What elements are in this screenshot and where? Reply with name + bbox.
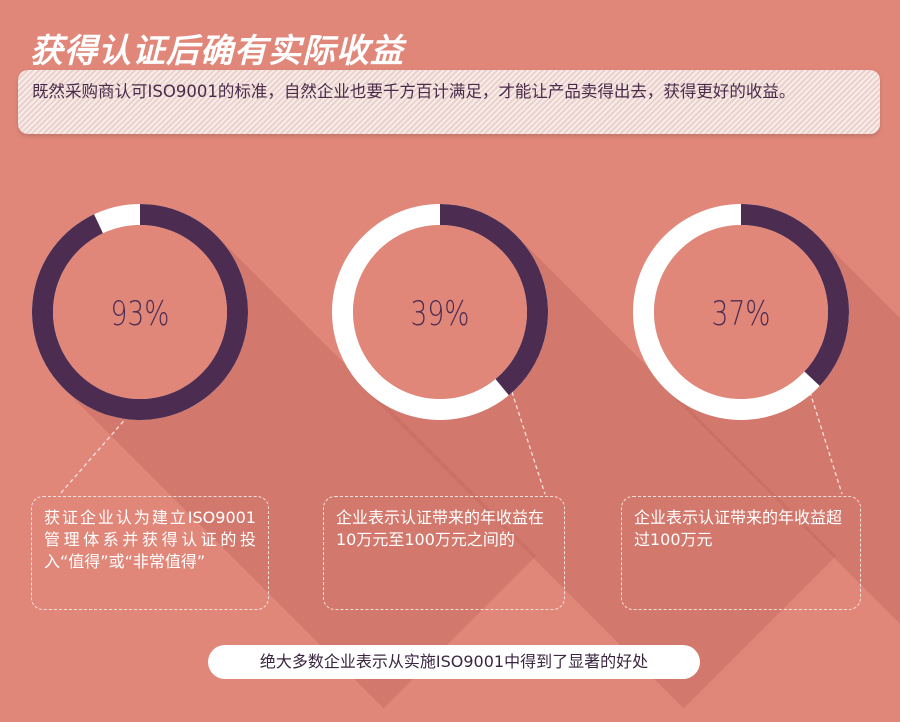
donut-center-2: [353, 225, 527, 399]
connector-line-1: [59, 415, 129, 495]
donut-center-1: [53, 225, 227, 399]
caption-3: 企业表示认证带来的年收益超过100万元: [621, 496, 861, 610]
donut-label-2: 39%: [411, 295, 470, 334]
caption-2: 企业表示认证带来的年收益在10万元至100万元之间的: [323, 496, 565, 610]
footer-summary: 绝大多数企业表示从实施ISO9001中得到了显著的好处: [208, 645, 700, 679]
donut-label-3: 37%: [712, 295, 771, 334]
donut-center-3: [654, 225, 828, 399]
intro-text: 既然采购商认可ISO9001的标准，自然企业也要千方百计满足，才能让产品卖得出去…: [18, 70, 880, 134]
donut-value-arc-2: [440, 204, 548, 396]
donut-value-arc-3: [741, 204, 849, 386]
donut-label-1: 93%: [111, 295, 170, 334]
caption-1: 获证企业认为建立ISO9001管理体系并获得认证的投入“值得”或“非常值得”: [31, 496, 269, 610]
connector-line-2: [511, 391, 546, 495]
page-title: 获得认证后确有实际收益: [30, 31, 404, 70]
connector-line-3: [809, 391, 843, 495]
